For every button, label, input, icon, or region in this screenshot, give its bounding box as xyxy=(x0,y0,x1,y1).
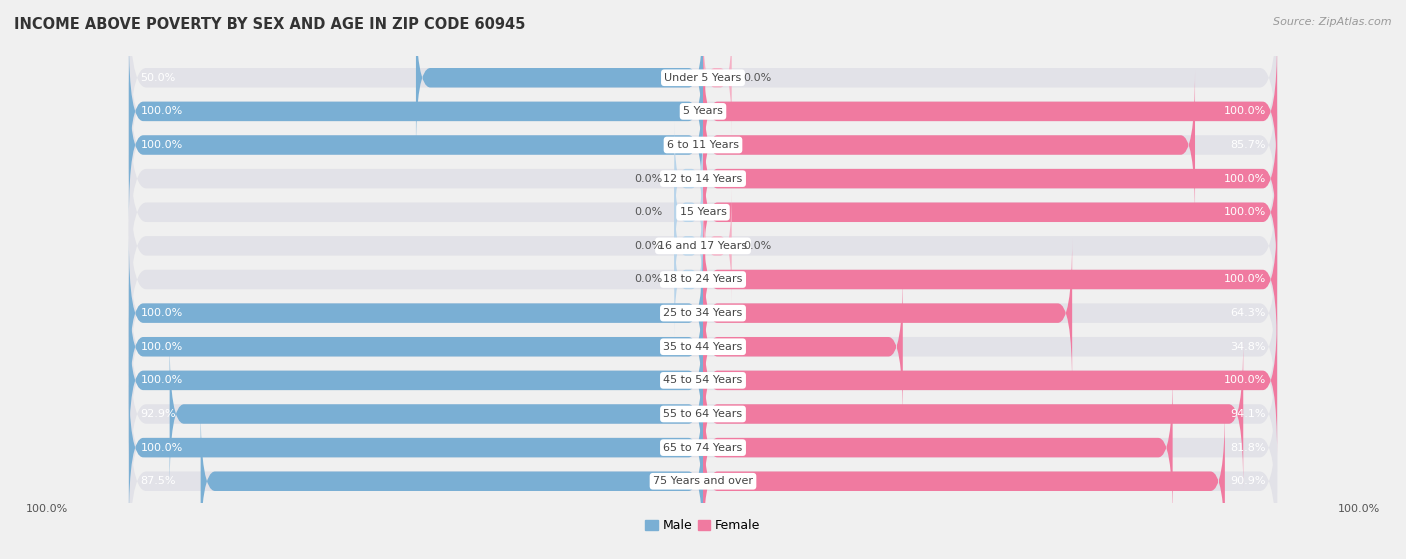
Text: 81.8%: 81.8% xyxy=(1230,443,1265,453)
FancyBboxPatch shape xyxy=(129,357,1277,539)
FancyBboxPatch shape xyxy=(703,138,1277,287)
Text: 45 to 54 Years: 45 to 54 Years xyxy=(664,376,742,385)
FancyBboxPatch shape xyxy=(703,373,1173,522)
Text: 85.7%: 85.7% xyxy=(1230,140,1265,150)
FancyBboxPatch shape xyxy=(129,373,703,522)
FancyBboxPatch shape xyxy=(675,121,703,236)
FancyBboxPatch shape xyxy=(416,3,703,152)
FancyBboxPatch shape xyxy=(703,70,1195,219)
FancyBboxPatch shape xyxy=(675,155,703,270)
FancyBboxPatch shape xyxy=(129,255,1277,438)
Text: 100.0%: 100.0% xyxy=(1223,174,1265,183)
FancyBboxPatch shape xyxy=(201,407,703,556)
FancyBboxPatch shape xyxy=(129,323,1277,505)
Text: 94.1%: 94.1% xyxy=(1230,409,1265,419)
Text: 92.9%: 92.9% xyxy=(141,409,176,419)
FancyBboxPatch shape xyxy=(129,121,1277,304)
Text: 18 to 24 Years: 18 to 24 Years xyxy=(664,274,742,285)
Text: 55 to 64 Years: 55 to 64 Years xyxy=(664,409,742,419)
FancyBboxPatch shape xyxy=(703,340,1243,489)
Text: 100.0%: 100.0% xyxy=(141,443,183,453)
Text: 0.0%: 0.0% xyxy=(744,73,772,83)
FancyBboxPatch shape xyxy=(703,205,1277,354)
FancyBboxPatch shape xyxy=(129,272,703,421)
Text: 87.5%: 87.5% xyxy=(141,476,176,486)
FancyBboxPatch shape xyxy=(703,20,731,135)
Text: 100.0%: 100.0% xyxy=(1339,504,1381,514)
FancyBboxPatch shape xyxy=(129,37,703,186)
Text: 34.8%: 34.8% xyxy=(1230,342,1265,352)
FancyBboxPatch shape xyxy=(129,390,1277,559)
Text: 0.0%: 0.0% xyxy=(634,274,662,285)
FancyBboxPatch shape xyxy=(129,222,1277,404)
FancyBboxPatch shape xyxy=(129,20,1277,202)
Text: 0.0%: 0.0% xyxy=(634,174,662,183)
Text: 50.0%: 50.0% xyxy=(141,73,176,83)
Text: 100.0%: 100.0% xyxy=(141,106,183,116)
FancyBboxPatch shape xyxy=(703,105,1277,253)
Text: 100.0%: 100.0% xyxy=(141,308,183,318)
FancyBboxPatch shape xyxy=(129,306,703,454)
Text: Under 5 Years: Under 5 Years xyxy=(665,73,741,83)
Text: 6 to 11 Years: 6 to 11 Years xyxy=(666,140,740,150)
FancyBboxPatch shape xyxy=(703,407,1225,556)
Text: 0.0%: 0.0% xyxy=(744,241,772,251)
Text: 100.0%: 100.0% xyxy=(141,342,183,352)
Text: 100.0%: 100.0% xyxy=(25,504,67,514)
Text: 15 Years: 15 Years xyxy=(679,207,727,217)
Text: 0.0%: 0.0% xyxy=(634,241,662,251)
Text: 100.0%: 100.0% xyxy=(141,376,183,385)
FancyBboxPatch shape xyxy=(703,306,1277,454)
FancyBboxPatch shape xyxy=(170,340,703,489)
FancyBboxPatch shape xyxy=(129,54,1277,236)
Text: Source: ZipAtlas.com: Source: ZipAtlas.com xyxy=(1274,17,1392,27)
Text: 25 to 34 Years: 25 to 34 Years xyxy=(664,308,742,318)
Legend: Male, Female: Male, Female xyxy=(641,514,765,537)
FancyBboxPatch shape xyxy=(703,188,731,304)
FancyBboxPatch shape xyxy=(129,88,1277,270)
Text: 100.0%: 100.0% xyxy=(1223,106,1265,116)
FancyBboxPatch shape xyxy=(129,239,703,387)
FancyBboxPatch shape xyxy=(675,222,703,337)
Text: 90.9%: 90.9% xyxy=(1230,476,1265,486)
Text: 5 Years: 5 Years xyxy=(683,106,723,116)
Text: 12 to 14 Years: 12 to 14 Years xyxy=(664,174,742,183)
Text: 0.0%: 0.0% xyxy=(634,207,662,217)
FancyBboxPatch shape xyxy=(703,239,1073,387)
Text: 65 to 74 Years: 65 to 74 Years xyxy=(664,443,742,453)
Text: 35 to 44 Years: 35 to 44 Years xyxy=(664,342,742,352)
Text: 100.0%: 100.0% xyxy=(1223,274,1265,285)
FancyBboxPatch shape xyxy=(675,188,703,304)
Text: 100.0%: 100.0% xyxy=(1223,376,1265,385)
Text: INCOME ABOVE POVERTY BY SEX AND AGE IN ZIP CODE 60945: INCOME ABOVE POVERTY BY SEX AND AGE IN Z… xyxy=(14,17,526,32)
FancyBboxPatch shape xyxy=(129,70,703,219)
Text: 75 Years and over: 75 Years and over xyxy=(652,476,754,486)
FancyBboxPatch shape xyxy=(703,272,903,421)
FancyBboxPatch shape xyxy=(129,289,1277,471)
FancyBboxPatch shape xyxy=(129,0,1277,169)
FancyBboxPatch shape xyxy=(703,37,1277,186)
Text: 16 and 17 Years: 16 and 17 Years xyxy=(658,241,748,251)
Text: 100.0%: 100.0% xyxy=(141,140,183,150)
FancyBboxPatch shape xyxy=(129,155,1277,337)
Text: 64.3%: 64.3% xyxy=(1230,308,1265,318)
Text: 100.0%: 100.0% xyxy=(1223,207,1265,217)
FancyBboxPatch shape xyxy=(129,188,1277,371)
